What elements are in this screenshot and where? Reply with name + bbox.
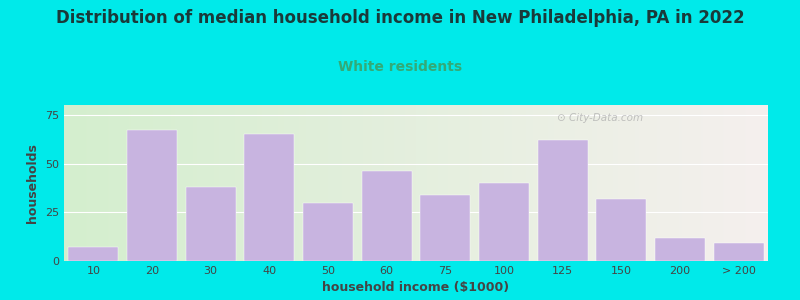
Bar [245,134,294,261]
Text: ⊙ City-Data.com: ⊙ City-Data.com [557,113,643,123]
Bar [421,195,470,261]
Text: White residents: White residents [338,60,462,74]
Bar [655,238,705,261]
Bar [362,171,411,261]
Bar [69,247,118,261]
Y-axis label: households: households [26,143,39,223]
Bar [596,199,646,261]
Bar [479,183,529,261]
X-axis label: household income ($1000): household income ($1000) [322,281,510,294]
Bar [127,130,177,261]
Bar [714,244,763,261]
Bar [186,187,235,261]
Bar [303,202,353,261]
Bar [538,140,587,261]
Text: Distribution of median household income in New Philadelphia, PA in 2022: Distribution of median household income … [56,9,744,27]
